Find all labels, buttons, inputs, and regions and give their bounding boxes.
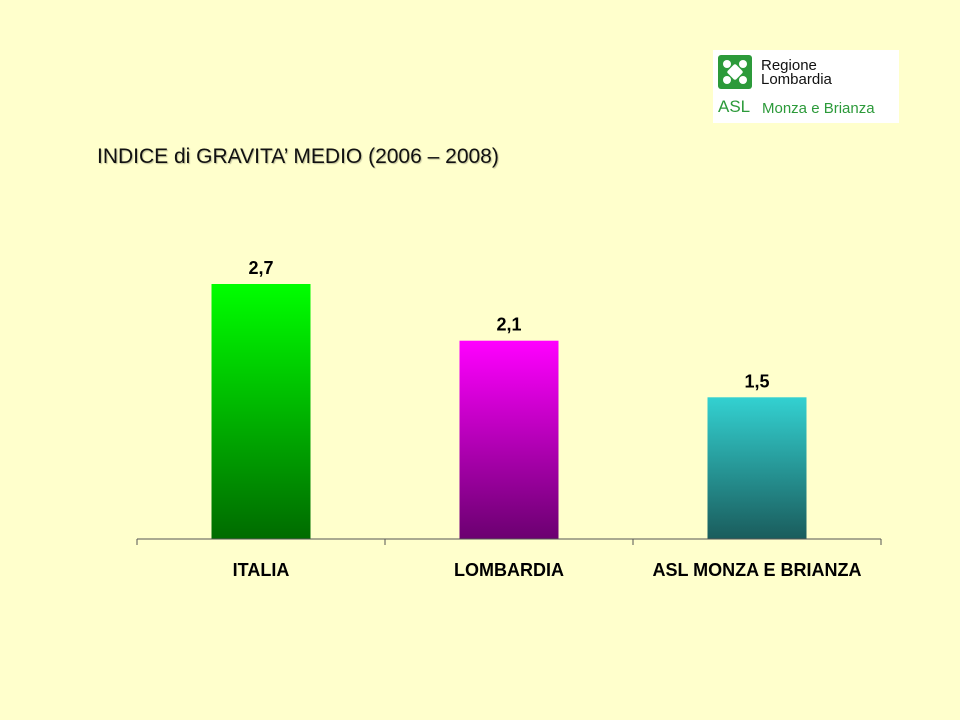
regione-lombardia-rosa-camuna-icon: [718, 55, 752, 89]
data-label-italia: 2,7: [248, 258, 273, 278]
chart-title: INDICE di GRAVITA’ MEDIO (2006 – 2008): [97, 145, 499, 168]
category-label-italia: ITALIA: [233, 560, 290, 580]
bar-italia: [211, 284, 311, 539]
logo-text-regione: Regione: [761, 57, 817, 74]
bar-lombardia: [459, 340, 559, 539]
logo-text-asl: ASL: [718, 97, 751, 116]
data-label-lombardia: 2,1: [496, 315, 521, 335]
logo-text-lombardia: Lombardia: [761, 71, 832, 88]
category-label-lombardia: LOMBARDIA: [454, 560, 564, 580]
data-label-asl-monza-e-brianza: 1,5: [744, 371, 769, 391]
category-label-asl-monza-e-brianza: ASL MONZA E BRIANZA: [653, 560, 862, 580]
bar-asl-monza-e-brianza: [707, 397, 807, 539]
logo-text-monza-brianza: Monza e Brianza: [762, 100, 875, 117]
regione-lombardia-asl-logo: Regione Lombardia ASL Monza e Brianza: [713, 50, 899, 123]
